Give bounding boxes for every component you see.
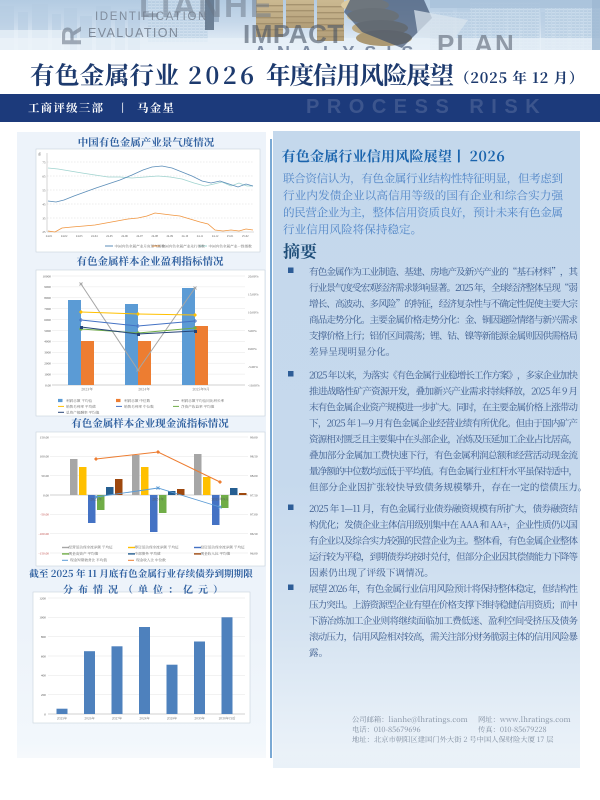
svg-text:5000: 5000: [44, 329, 51, 333]
svg-text:24-05: 24-05: [106, 235, 113, 238]
svg-text:-50.00: -50.00: [40, 513, 49, 517]
svg-text:-150.00: -150.00: [39, 551, 50, 555]
svg-text:4000: 4000: [44, 340, 51, 344]
svg-text:99.00: 99.00: [250, 435, 258, 439]
svg-text:0.00: 0.00: [45, 383, 51, 387]
svg-text:15.00%: 15.00%: [248, 293, 259, 297]
svg-text:24-07: 24-07: [136, 235, 143, 238]
svg-text:-100.00: -100.00: [39, 532, 50, 536]
svg-text:6000: 6000: [44, 318, 51, 322]
svg-text:600: 600: [41, 654, 46, 658]
svg-text:10.00%: 10.00%: [248, 311, 259, 315]
svg-text:24-09: 24-09: [167, 235, 174, 238]
svg-text:98.00: 98.00: [250, 474, 258, 478]
svg-text:10000: 10000: [43, 274, 52, 278]
svg-text:0.00%: 0.00%: [248, 347, 257, 351]
svg-text:2000: 2000: [44, 362, 51, 366]
svg-text:75: 75: [42, 161, 46, 165]
svg-text:0.00: 0.00: [43, 493, 49, 497]
svg-text:96.00: 96.00: [250, 551, 258, 555]
svg-text:1000: 1000: [44, 372, 51, 376]
svg-text:24-11: 24-11: [197, 235, 204, 238]
svg-text:98.50: 98.50: [250, 455, 258, 459]
svg-text:24-08: 24-08: [151, 235, 158, 238]
svg-text:20.00%: 20.00%: [248, 274, 259, 278]
svg-text:7000: 7000: [44, 307, 51, 311]
svg-text:24-01: 24-01: [46, 235, 53, 238]
svg-text:9000: 9000: [44, 285, 51, 289]
svg-text:-5.00%: -5.00%: [248, 365, 258, 369]
svg-text:150.00: 150.00: [40, 435, 50, 439]
svg-text:25-02: 25-02: [242, 235, 249, 238]
svg-text:8000: 8000: [44, 296, 51, 300]
svg-text:97.50: 97.50: [250, 493, 258, 497]
svg-text:24-04: 24-04: [91, 235, 98, 238]
svg-text:97.00: 97.00: [250, 513, 258, 517]
svg-text:0: 0: [44, 712, 46, 716]
svg-text:25: 25: [42, 230, 46, 234]
svg-text:400: 400: [41, 674, 46, 678]
svg-text:5.00%: 5.00%: [248, 329, 257, 333]
svg-text:45: 45: [42, 203, 46, 207]
svg-text:24-03: 24-03: [76, 235, 83, 238]
svg-text:点: 点: [38, 151, 41, 156]
svg-text:24-06: 24-06: [121, 235, 128, 238]
svg-text:800: 800: [41, 635, 46, 639]
svg-text:35: 35: [42, 217, 46, 221]
svg-text:55: 55: [42, 189, 46, 193]
svg-text:-10.00%: -10.00%: [248, 383, 260, 387]
svg-text:96.50: 96.50: [250, 532, 258, 536]
svg-text:65: 65: [42, 175, 46, 179]
svg-text:25-01: 25-01: [227, 235, 234, 238]
svg-text:24-10: 24-10: [182, 235, 189, 238]
svg-text:1200: 1200: [39, 596, 46, 600]
svg-text:24-02: 24-02: [61, 235, 68, 238]
svg-text:200: 200: [41, 693, 46, 697]
svg-text:1000: 1000: [39, 616, 46, 620]
svg-text:50.00: 50.00: [41, 474, 49, 478]
svg-text:3000: 3000: [44, 351, 51, 355]
svg-text:24-12: 24-12: [212, 235, 219, 238]
svg-text:100.00: 100.00: [40, 455, 50, 459]
